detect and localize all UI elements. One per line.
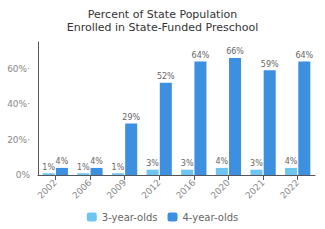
svg-text:4%: 4% [56,157,69,166]
svg-text:1%: 1% [77,163,90,172]
svg-text:3%: 3% [250,159,263,168]
svg-text:4%: 4% [285,157,298,166]
svg-text:3-year-olds: 3-year-olds [102,212,158,223]
svg-text:40%·: 40%· [7,99,30,109]
svg-text:2016: 2016 [174,177,197,200]
svg-text:3%: 3% [181,159,194,168]
svg-text:2009: 2009 [105,177,128,200]
svg-text:3%: 3% [146,159,159,168]
svg-text:2020: 2020 [209,177,232,200]
svg-text:52%: 52% [157,72,175,81]
svg-text:66%: 66% [226,47,244,56]
svg-text:60%·: 60%· [7,64,30,74]
svg-text:1%: 1% [112,163,125,172]
svg-text:59%: 59% [261,60,279,69]
svg-text:2006: 2006 [70,177,93,200]
svg-text:4%: 4% [90,157,103,166]
svg-text:4-year-olds: 4-year-olds [183,212,239,223]
svg-text:2012: 2012 [139,177,162,200]
svg-text:64%: 64% [192,51,210,60]
svg-text:1%: 1% [42,163,55,172]
svg-text:29%: 29% [122,113,140,122]
svg-text:4%: 4% [215,157,228,166]
svg-text:Percent of State Population: Percent of State Population [88,8,237,21]
svg-text:2002: 2002 [36,177,59,200]
svg-text:0%: 0% [16,170,31,180]
svg-text:2022: 2022 [278,177,301,200]
svg-text:64%: 64% [295,51,313,60]
svg-text:20%·: 20%· [7,135,30,145]
svg-text:2021: 2021 [243,177,266,200]
svg-text:Enrolled in State-Funded Presc: Enrolled in State-Funded Preschool [67,21,259,34]
